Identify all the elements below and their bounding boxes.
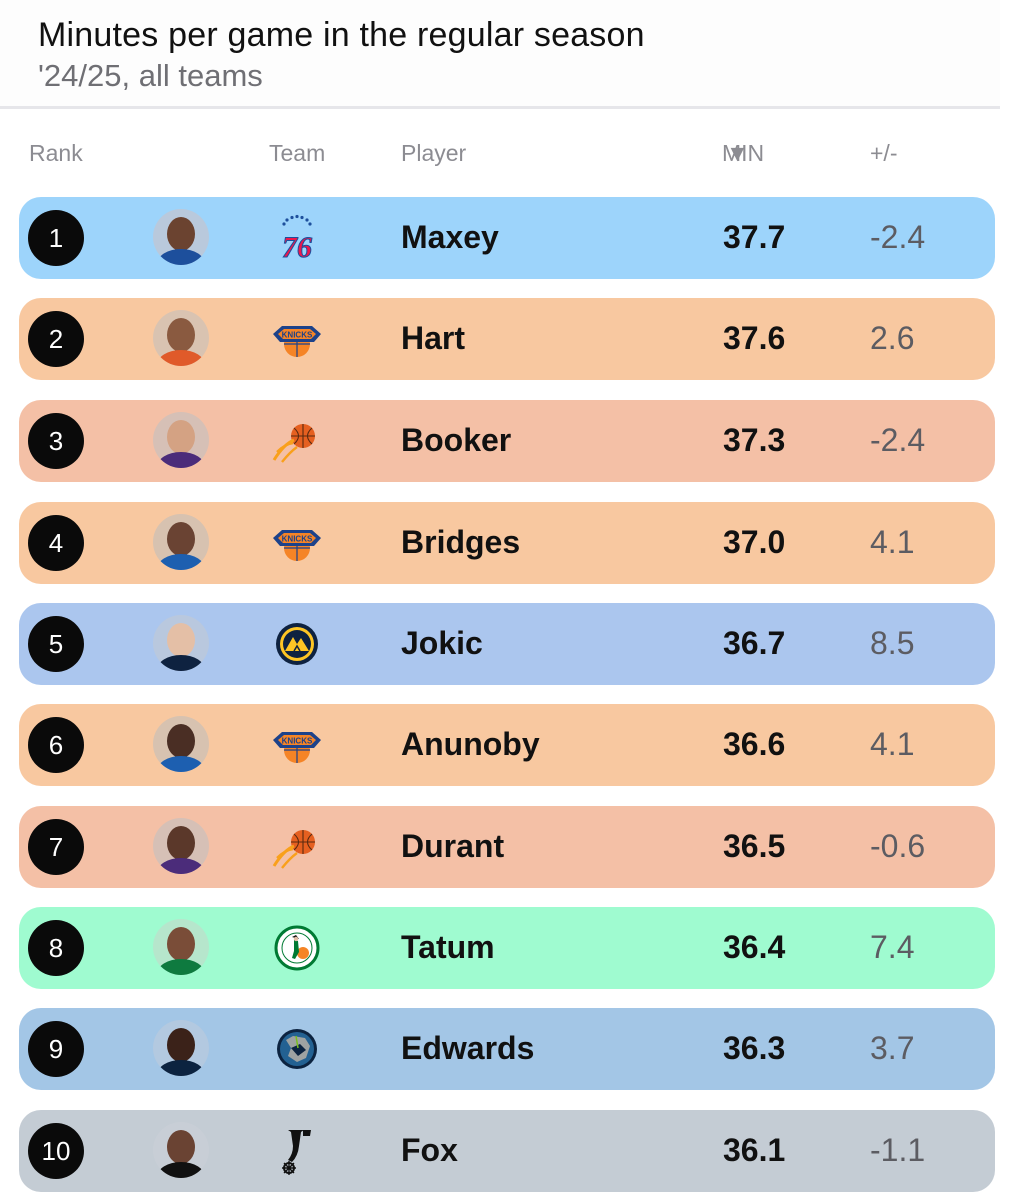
rank-badge: 10	[28, 1123, 84, 1179]
player-name: Edwards	[401, 1030, 535, 1066]
rank-badge: 9	[28, 1021, 84, 1077]
minutes-value: 36.6	[723, 726, 786, 762]
svg-text:KNICKS: KNICKS	[282, 331, 313, 340]
player-photo-maxey	[153, 209, 209, 265]
page-title: Minutes per game in the regular season	[38, 16, 645, 54]
plus-minus-value: 7.4	[870, 929, 915, 965]
plus-minus-value: -2.4	[870, 422, 926, 458]
player-photo-fox	[153, 1122, 209, 1178]
nuggets-logo-icon	[270, 617, 324, 671]
plus-minus-value: -0.6	[870, 828, 926, 864]
rank-badge: 7	[28, 819, 84, 875]
knicks-logo-icon: KNICKS	[270, 718, 324, 772]
sort-descending-icon: ▼	[726, 140, 749, 166]
plus-minus-value: 4.1	[870, 726, 915, 762]
plus-minus-value: 3.7	[870, 1030, 915, 1066]
player-name: Jokic	[401, 625, 483, 661]
svg-text:76: 76	[282, 231, 312, 262]
minutes-value: 36.4	[723, 929, 786, 965]
plus-minus-value: -1.1	[870, 1132, 926, 1168]
minutes-value: 37.6	[723, 320, 786, 356]
rank-badge: 8	[28, 920, 84, 976]
column-header-min-label: MIN	[722, 140, 765, 166]
player-photo-hart	[153, 310, 209, 366]
minutes-value: 36.3	[723, 1030, 786, 1066]
player-name: Tatum	[401, 929, 495, 965]
page-subtitle: '24/25, all teams	[38, 58, 263, 93]
table-row[interactable]: 8 Tatum 36.4 7.4	[19, 907, 995, 989]
suns-logo-icon	[270, 414, 324, 468]
minutes-value: 36.5	[723, 828, 786, 864]
player-photo-durant	[153, 818, 209, 874]
column-header-rank[interactable]: Rank	[29, 140, 83, 166]
celtics-logo-icon	[270, 921, 324, 975]
svg-text:KNICKS: KNICKS	[282, 535, 313, 544]
spurs-logo-icon	[270, 1124, 324, 1178]
knicks-logo-icon: KNICKS	[270, 312, 324, 366]
player-photo-anunoby	[153, 716, 209, 772]
minutes-value: 36.7	[723, 625, 786, 661]
svg-text:KNICKS: KNICKS	[282, 737, 313, 746]
player-photo-jokic	[153, 615, 209, 671]
table-row[interactable]: 4 KNICKS Bridges 37.0 4.1	[19, 502, 995, 584]
rank-badge: 1	[28, 210, 84, 266]
player-photo-edwards	[153, 1020, 209, 1076]
column-headers: Rank Team Player MIN ▼ +/-	[0, 140, 1014, 174]
table-row[interactable]: 7 Durant 36.5 -0.6	[19, 806, 995, 888]
table-row[interactable]: 3 Booker 37.3 -2.4	[19, 400, 995, 482]
rank-badge: 5	[28, 616, 84, 672]
minutes-value: 37.0	[723, 524, 786, 560]
table-row[interactable]: 9 Edwards 36.3 3.7	[19, 1008, 995, 1090]
rank-badge: 2	[28, 311, 84, 367]
player-photo-booker	[153, 412, 209, 468]
knicks-logo-icon: KNICKS	[270, 516, 324, 570]
player-name: Fox	[401, 1132, 458, 1168]
rank-badge: 3	[28, 413, 84, 469]
timberwolves-logo-icon	[270, 1022, 324, 1076]
table-row[interactable]: 10 Fox 36.1 -1.1	[19, 1110, 995, 1192]
minutes-value: 37.7	[723, 219, 786, 255]
plus-minus-value: -2.4	[870, 219, 926, 255]
plus-minus-value: 4.1	[870, 524, 915, 560]
table-row[interactable]: 5 Jokic 36.7 8.5	[19, 603, 995, 685]
player-name: Booker	[401, 422, 512, 458]
suns-logo-icon	[270, 820, 324, 874]
plus-minus-value: 2.6	[870, 320, 915, 356]
column-header-plus-minus[interactable]: +/-	[870, 140, 898, 166]
column-header-player[interactable]: Player	[401, 140, 467, 166]
rank-badge: 6	[28, 717, 84, 773]
rank-badge: 4	[28, 515, 84, 571]
plus-minus-value: 8.5	[870, 625, 915, 661]
table-row[interactable]: 2 KNICKS Hart 37.6 2.6	[19, 298, 995, 380]
player-photo-bridges	[153, 514, 209, 570]
minutes-value: 37.3	[723, 422, 786, 458]
header: Minutes per game in the regular season '…	[0, 0, 1000, 109]
minutes-value: 36.1	[723, 1132, 786, 1168]
table-row[interactable]: 1 76 Maxey 37.7 -2.4	[19, 197, 995, 279]
player-name: Anunoby	[401, 726, 540, 762]
player-name: Bridges	[401, 524, 521, 560]
player-photo-tatum	[153, 919, 209, 975]
player-name: Hart	[401, 320, 466, 356]
player-name: Maxey	[401, 219, 499, 255]
player-name: Durant	[401, 828, 505, 864]
column-header-team[interactable]: Team	[269, 140, 326, 166]
76ers-logo-icon: 76	[270, 211, 324, 265]
table-row[interactable]: 6 KNICKS Anunoby 36.6 4.1	[19, 704, 995, 786]
